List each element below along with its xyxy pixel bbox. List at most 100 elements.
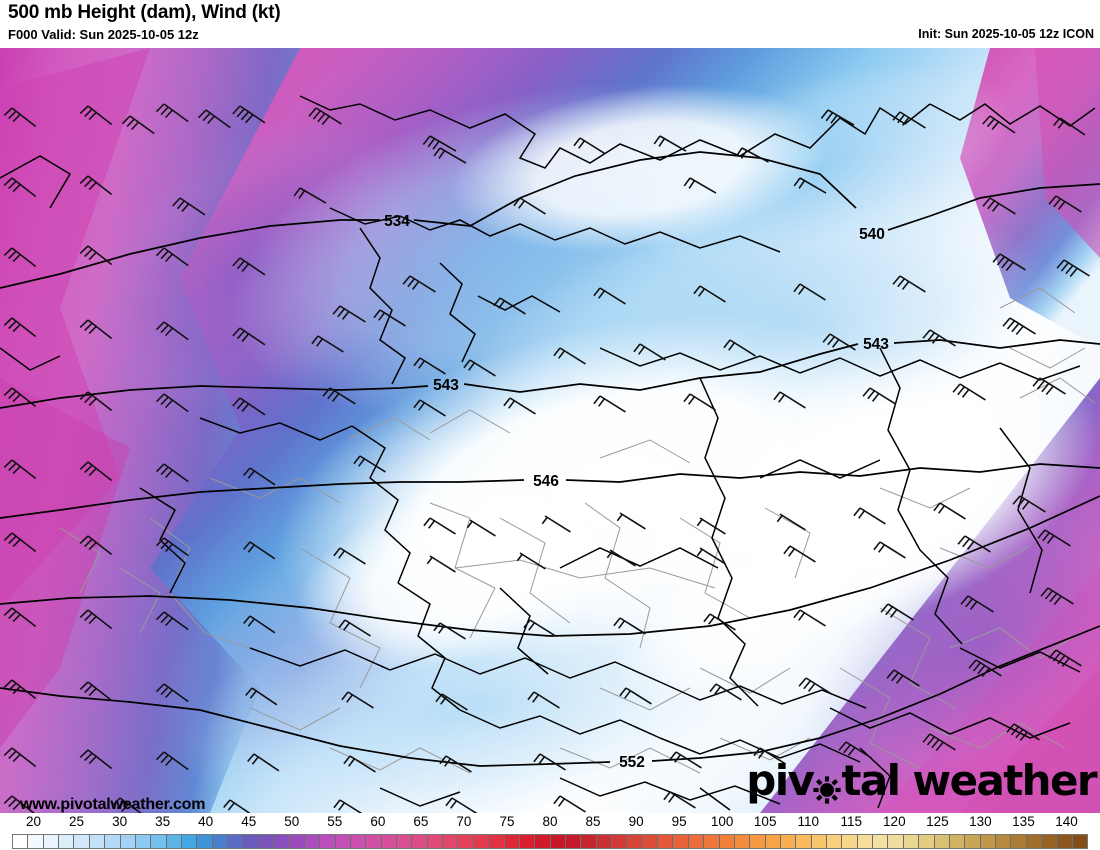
colorbar-tick: 90 [628,814,644,829]
colorbar-swatch [289,835,305,848]
colorbar-swatch [765,835,781,848]
colorbar-swatch [842,835,858,848]
colorbar-tick: 135 [1012,814,1035,829]
contour-label-layer: 534 540 543 543 546 552 [384,213,889,771]
gear-sun-icon [812,770,842,804]
colorbar-swatch [43,835,60,848]
colorbar-swatch [89,835,106,848]
colorbar-tick: 85 [585,814,601,829]
colorbar-swatch [581,835,597,848]
colorbar-swatch [443,835,459,848]
colorbar-swatch [734,835,751,848]
colorbar-tick: 115 [840,814,863,829]
colorbar-tick: 120 [883,814,906,829]
contour-label: 552 [619,754,645,771]
colorbar-tick: 105 [753,814,777,829]
colorbar-swatch [350,835,367,848]
colorbar-swatch [366,835,382,848]
colorbar-swatch [719,835,735,848]
weather-map-canvas[interactable]: 534 540 543 543 546 552 www.pivotalweath… [0,48,1100,813]
colorbar-tick: 30 [112,814,128,829]
colorbar-swatch [427,835,444,848]
country-borders [0,95,1096,811]
colorbar-tick: 60 [370,814,386,829]
colorbar-swatch [228,835,244,848]
colorbar-tick-labels: 20 25 30 35 40 45 50 55 60 65 70 75 80 85 90 95 100 105 11… [0,813,1100,832]
site-url-watermark: www.pivotalweather.com [20,796,206,813]
windspeed-shading-layer [0,48,1100,813]
colorbar-tick: 70 [456,814,472,829]
colorbar-swatch [181,835,198,848]
colorbar-swatch [873,835,889,848]
colorbar-swatch [1011,835,1027,848]
geography-layer [0,95,1096,811]
colorbar-tick: 25 [69,814,85,829]
init-time-label: Init: Sun 2025-10-05 12z ICON [918,27,1094,41]
colorbar-tick: 125 [926,814,949,829]
colorbar-swatch [596,835,613,848]
pivotal-weather-logo: piv [746,756,1098,805]
colorbar-swatch [550,835,566,848]
contour-label: 534 [384,213,410,230]
height-contour-layer [0,151,1100,767]
page-title: 500 mb Height (dam), Wind (kt) [8,2,281,23]
colorbar-swatch [120,835,136,848]
colorbar-swatch [13,835,29,848]
colorbar-swatch [381,835,397,848]
colorbar-swatch [335,835,351,848]
contour-label: 543 [433,377,459,394]
colorbar-tick: 55 [327,814,343,829]
colorbar-swatch [980,835,996,848]
colorbar-swatch [750,835,766,848]
colorbar-tick: 20 [26,814,42,829]
colorbar-swatch [780,835,797,848]
colorbar-swatch [1026,835,1043,848]
colorbar-swatch [59,835,75,848]
colorbar-swatch [105,835,121,848]
colorbar-swatch [258,835,275,848]
colorbar-tick: 80 [542,814,558,829]
map-header: 500 mb Height (dam), Wind (kt) F000 Vali… [0,0,1100,48]
colorbar-swatch [489,835,505,848]
logo-text-part2: tal weather [841,756,1097,805]
contour-label: 540 [859,226,885,243]
colorbar-tick: 100 [710,814,734,829]
colorbar-swatch [535,835,551,848]
colorbar-swatch [673,835,689,848]
colorbar-swatch [135,835,152,848]
colorbar-swatch [919,835,935,848]
colorbar-swatch [796,835,812,848]
colorbar-swatch [274,835,290,848]
colorbar-swatch [903,835,920,848]
colorbar-tick: 35 [155,814,171,829]
colorbar-tick: 140 [1055,814,1078,829]
state-borders [59,287,1096,774]
colorbar-swatch [888,835,904,848]
colorbar-swatch [688,835,705,848]
contour-label: 546 [533,473,559,490]
colorbar-swatch [304,835,321,848]
colorbar-tick: 45 [241,814,257,829]
colorbar-tick: 95 [671,814,687,829]
colorbar-swatch [565,835,582,848]
colorbar-swatch [857,835,874,848]
colorbar-swatch [658,835,674,848]
colorbar-swatch [949,835,966,848]
colorbar-swatch [642,835,659,848]
colorbar-swatch [1042,835,1058,848]
colorbar-tick: 75 [499,814,515,829]
colorbar-swatch [396,835,413,848]
logo-text-part1: piv [746,756,815,805]
colorbar-swatch [458,835,474,848]
colorbar-swatch [1072,835,1088,848]
colorbar-swatch [197,835,213,848]
colorbar-swatch [704,835,720,848]
colorbar-swatch [28,835,44,848]
wind-speed-colorbar: 20 25 30 35 40 45 50 55 60 65 70 75 80 85 90 95 100 105 11… [0,813,1100,850]
colorbar-tick: 40 [198,814,214,829]
colorbar-swatch [612,835,628,848]
colorbar-swatch [965,835,981,848]
colorbar-swatch [166,835,182,848]
colorbar-swatch [996,835,1012,848]
